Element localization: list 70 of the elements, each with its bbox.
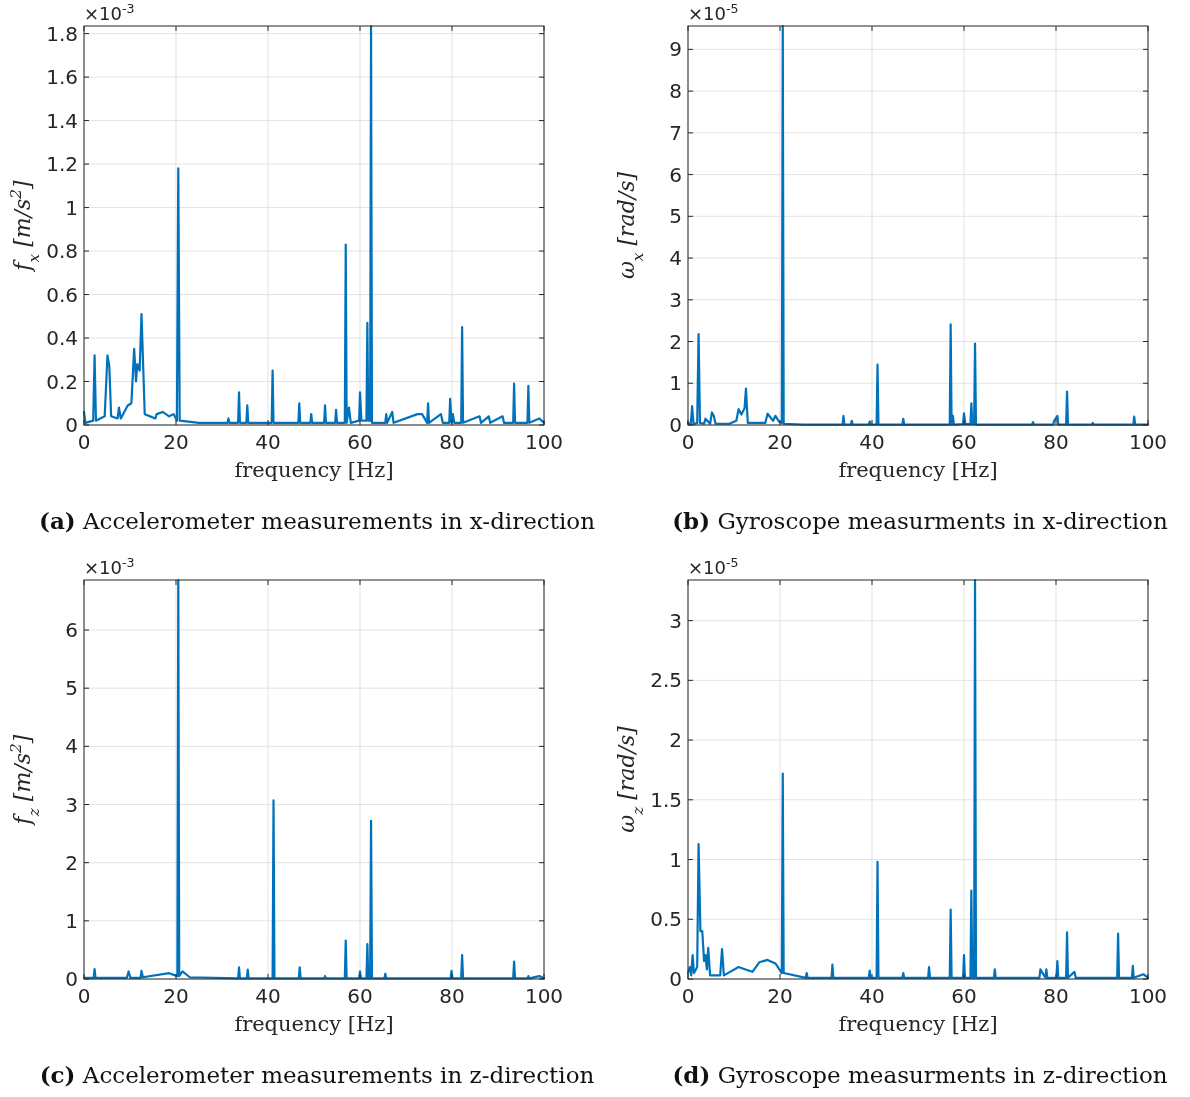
y-tick-label: 1.6 [46, 65, 78, 90]
y-tick-label: 0.5 [650, 907, 682, 932]
x-tick-label: 20 [767, 984, 793, 1008]
y-tick-label: 1.8 [46, 21, 78, 46]
x-tick-label: 60 [347, 984, 373, 1008]
y-tick-label: 3 [65, 792, 78, 817]
x-tick-label: 100 [1128, 430, 1168, 454]
y-tick-label: 4 [669, 246, 682, 271]
x-tick-label: 60 [347, 430, 373, 454]
y-tick-label: 6 [65, 618, 78, 643]
line-series [686, 578, 1150, 979]
y-tick-label: 1 [669, 847, 682, 872]
y-tick-label: 4 [65, 734, 78, 759]
y-tick-label: 1 [669, 371, 682, 396]
text: (d) Gyroscope measurments in z-direction [672, 1061, 1168, 1088]
text: (b) Gyroscope measurments in x-direction [672, 507, 1168, 534]
x-tick-label: 20 [767, 430, 793, 454]
x-tick-label: 40 [255, 430, 281, 454]
x-tick-label: 60 [951, 984, 977, 1008]
text: ×10$^{-3}$ [84, 554, 135, 578]
y-tick-label: 8 [669, 79, 682, 104]
x-axis-title: frequency [Hz] [838, 458, 998, 482]
line-series [686, 24, 1150, 426]
y-tick-label: 9 [669, 37, 682, 62]
y-tick-label: 2.5 [650, 668, 682, 693]
y-tick-label: 1 [65, 908, 78, 933]
x-tick-label: 100 [524, 430, 564, 454]
line-series [82, 578, 546, 980]
text: (c) Accelerometer measurements in z-direction [39, 1061, 595, 1088]
y-tick-label: 0 [669, 967, 682, 991]
x-axis-title: frequency [Hz] [838, 1012, 998, 1036]
x-axis-title: frequency [Hz] [234, 458, 394, 482]
text: (a) Accelerometer measurements in x-direction [39, 507, 596, 534]
y-tick-label: 0.2 [46, 369, 78, 394]
x-tick-label: 100 [524, 984, 564, 1008]
y-tick-label: 1 [65, 195, 78, 220]
y-tick-label: 3 [669, 608, 682, 633]
y-tick-label: 6 [669, 162, 682, 187]
y-tick-label: 7 [669, 120, 682, 145]
y-tick-label: 5 [669, 204, 682, 229]
x-tick-label: 80 [1043, 430, 1069, 454]
y-tick-label: 1.4 [46, 108, 78, 133]
text: ×10$^{-5}$ [688, 0, 739, 24]
x-axis-title: frequency [Hz] [234, 1012, 394, 1036]
y-tick-label: 0.4 [46, 326, 78, 351]
y-tick-label: 0.6 [46, 282, 78, 307]
x-tick-label: 80 [1043, 984, 1069, 1008]
text: ×10$^{-3}$ [84, 0, 135, 24]
y-tick-label: 0 [65, 413, 78, 437]
y-tick-label: 2 [669, 728, 682, 753]
y-tick-label: 5 [65, 676, 78, 701]
x-tick-label: 40 [255, 984, 281, 1008]
y-tick-label: 2 [65, 850, 78, 875]
x-tick-label: 20 [163, 984, 189, 1008]
y-tick-label: 1.5 [650, 787, 682, 812]
x-tick-label: 40 [859, 984, 885, 1008]
y-tick-label: 0.8 [46, 239, 78, 264]
x-tick-label: 80 [439, 984, 465, 1008]
x-tick-label: 20 [163, 430, 189, 454]
x-tick-label: 80 [439, 430, 465, 454]
x-tick-label: 100 [1128, 984, 1168, 1008]
y-tick-label: 0 [65, 967, 78, 991]
y-tick-label: 2 [669, 329, 682, 354]
x-tick-label: 40 [859, 430, 885, 454]
x-tick-label: 60 [951, 430, 977, 454]
line-series [82, 24, 546, 424]
y-tick-label: 0 [669, 413, 682, 437]
y-tick-label: 1.2 [46, 152, 78, 177]
text: ×10$^{-5}$ [688, 554, 739, 578]
y-tick-label: 3 [669, 287, 682, 312]
